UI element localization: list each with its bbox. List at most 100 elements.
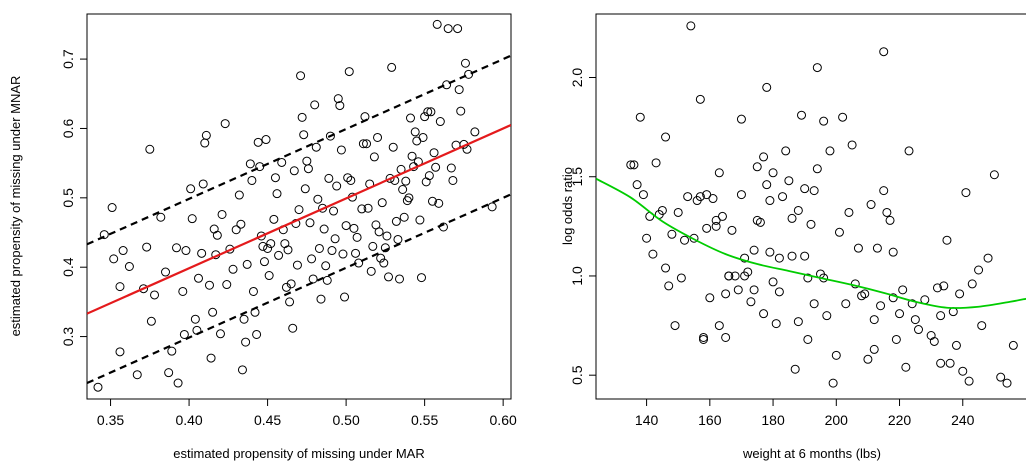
left-data-point [425, 172, 433, 180]
right-x-tick-label: 180 [761, 412, 785, 428]
left-data-point [311, 101, 319, 109]
left-data-point [237, 220, 245, 228]
left-data-point [281, 240, 289, 248]
right-data-point [652, 159, 660, 167]
left-data-point [275, 251, 283, 259]
left-data-point [339, 250, 347, 258]
left-data-point [218, 210, 226, 218]
left-data-point [392, 217, 400, 225]
left-data-point [308, 255, 316, 263]
right-data-point [801, 185, 809, 193]
left-data-point [187, 185, 195, 193]
left-data-point [273, 190, 281, 198]
left-y-tick-label: 0.7 [60, 49, 76, 69]
left-x-tick-label: 0.45 [254, 412, 281, 428]
right-data-point [785, 177, 793, 185]
right-data-point [962, 189, 970, 197]
left-data-point [325, 174, 333, 182]
right-data-point [984, 254, 992, 262]
left-data-point [454, 25, 462, 33]
right-data-point [832, 351, 840, 359]
left-data-point [209, 308, 217, 316]
left-data-point [301, 185, 309, 193]
right-data-point [722, 333, 730, 341]
left-y-tick-label: 0.6 [60, 119, 76, 139]
left-data-point [402, 177, 410, 185]
right-data-point [788, 214, 796, 222]
right-data-point [801, 252, 809, 260]
right-plot-marks [596, 22, 1026, 387]
right-data-point [975, 266, 983, 274]
right-data-point [734, 286, 742, 294]
right-data-point [896, 310, 904, 318]
left-data-point [253, 330, 261, 338]
left-data-point [370, 153, 378, 161]
left-panel: 0.35 0.40 0.45 0.50 0.55 0.600.30.40.50.60.7 … [8, 14, 517, 461]
left-data-point [400, 213, 408, 221]
left-data-point [270, 215, 278, 223]
left-data-point [94, 383, 102, 391]
left-data-point [295, 206, 303, 214]
right-data-point [997, 373, 1005, 381]
right-data-point [766, 197, 774, 205]
right-data-point [965, 377, 973, 385]
right-data-point [978, 322, 986, 330]
left-data-point [191, 315, 199, 323]
right-data-point [715, 322, 723, 330]
right-data-point [794, 318, 802, 326]
left-data-point [210, 225, 218, 233]
left-data-point [199, 180, 207, 188]
right-data-point [662, 264, 670, 272]
left-data-point [317, 295, 325, 303]
right-data-point [700, 335, 708, 343]
left-data-point [248, 176, 256, 184]
right-data-point [1003, 379, 1011, 387]
right-data-point [823, 312, 831, 320]
left-data-point [238, 366, 246, 374]
left-data-point [345, 68, 353, 76]
left-data-point [293, 261, 301, 269]
left-data-point [290, 167, 298, 175]
left-data-point [369, 242, 377, 250]
left-data-point [303, 157, 311, 165]
left-data-point [298, 113, 306, 121]
right-data-point [864, 355, 872, 363]
left-y-tick-label: 0.3 [60, 327, 76, 347]
left-data-point [249, 287, 257, 295]
right-data-point [946, 359, 954, 367]
right-panel: 140 160 180 200 220 2400.51.01.52.0 weight at… [560, 14, 1026, 461]
right-data-point [728, 226, 736, 234]
left-data-point [110, 255, 118, 263]
right-data-point [709, 195, 717, 203]
right-data-point [633, 181, 641, 189]
left-data-point [314, 195, 322, 203]
right-data-point [763, 181, 771, 189]
right-data-point [807, 220, 815, 228]
right-data-point [737, 191, 745, 199]
left-plot-axes: 0.35 0.40 0.45 0.50 0.55 0.600.30.40.50.60.7 [60, 49, 517, 428]
left-data-point [406, 114, 414, 122]
left-data-point [174, 379, 182, 387]
left-data-point [389, 143, 397, 151]
left-data-point [146, 145, 154, 153]
left-data-point [173, 244, 181, 252]
left-data-point [286, 298, 294, 306]
right-data-point [937, 312, 945, 320]
left-data-point [394, 235, 402, 243]
right-data-point [750, 286, 758, 294]
left-data-point [259, 242, 267, 250]
right-data-point [952, 341, 960, 349]
left-data-point [388, 63, 396, 71]
left-data-point [256, 163, 264, 171]
left-data-point [151, 291, 159, 299]
left-data-point [251, 308, 259, 316]
right-data-point [877, 302, 885, 310]
right-data-point [766, 248, 774, 256]
left-x-tick-label: 0.60 [490, 412, 517, 428]
left-data-point [353, 233, 361, 241]
left-data-point [315, 244, 323, 252]
right-data-point [990, 171, 998, 179]
left-data-point [374, 133, 382, 141]
right-data-point [873, 244, 881, 252]
left-data-point [333, 182, 341, 190]
